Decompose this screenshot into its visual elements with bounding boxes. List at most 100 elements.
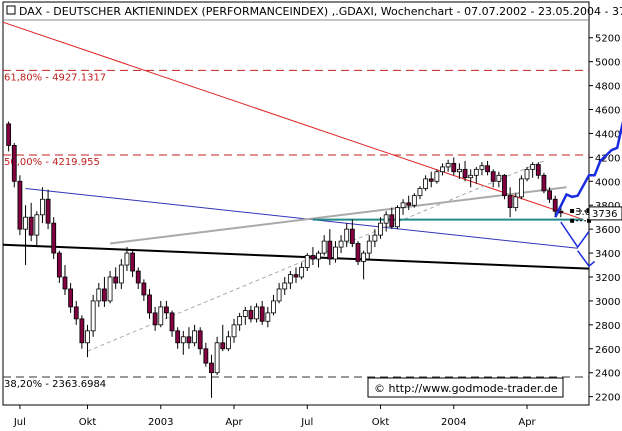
candle-body (355, 243, 361, 262)
fib-level-label: 61,80% - 4927.1317 (4, 72, 106, 83)
candle (304, 253, 310, 272)
x-tick-label: 2004 (441, 417, 466, 428)
candle (186, 327, 192, 349)
candle (344, 223, 350, 248)
candle (547, 187, 552, 203)
candle (175, 327, 181, 349)
candle-body (265, 312, 271, 322)
candle (118, 259, 124, 289)
candle (445, 159, 451, 172)
trendline-gray-dashed-uptrend (87, 160, 545, 352)
y-tick-label: 3000 (595, 297, 620, 308)
scenario-bearish-scenario-2 (577, 250, 596, 268)
candle-body (524, 168, 530, 180)
candle (231, 318, 237, 343)
candle-body (361, 252, 367, 262)
candle-body (321, 240, 327, 254)
candle-body (423, 178, 428, 189)
candle (310, 247, 316, 266)
candle (85, 324, 90, 358)
candle (225, 330, 231, 352)
candle (541, 172, 547, 194)
candle (479, 162, 485, 176)
candle (400, 199, 406, 215)
candle-body (225, 336, 231, 350)
candle (113, 267, 119, 289)
candle (473, 166, 479, 184)
candlesticks (6, 121, 564, 398)
candle (56, 250, 62, 283)
candle-body (209, 362, 214, 374)
candle-body (468, 174, 474, 179)
candle-body (34, 214, 40, 236)
y-tick-label: 2200 (595, 393, 620, 404)
candle (327, 229, 333, 266)
candle-body (259, 306, 265, 322)
x-tick-label: Okt (79, 417, 97, 428)
candle (406, 195, 412, 211)
candle-body (530, 164, 536, 170)
candle-body (17, 180, 23, 230)
candle-body (276, 288, 282, 302)
candle-body (169, 312, 175, 332)
candle-body (406, 202, 412, 206)
candle (287, 271, 293, 289)
candle (135, 267, 141, 289)
candle-body (248, 310, 254, 320)
candle-body (180, 336, 186, 344)
candle-body (473, 168, 479, 176)
plot-frame (2, 1, 590, 406)
candle (158, 300, 164, 328)
candle-body (287, 274, 293, 284)
candle-body (445, 162, 451, 168)
candle-body (118, 264, 124, 284)
candle (203, 342, 209, 367)
candle (248, 305, 254, 323)
candle-body (73, 306, 79, 320)
candle-body (130, 252, 135, 272)
candle-body (23, 216, 28, 230)
candle (28, 202, 34, 242)
candle (276, 282, 282, 304)
candle (434, 169, 440, 184)
candle-body (389, 214, 395, 228)
y-tick-label: 4600 (595, 106, 620, 117)
candle (141, 279, 147, 301)
candle-body (28, 216, 34, 236)
candle-body (107, 276, 113, 302)
candle (383, 211, 389, 232)
candle (90, 294, 96, 337)
candle (361, 250, 367, 280)
candle (293, 267, 299, 283)
candle (535, 162, 541, 179)
candle-body (310, 255, 316, 260)
candle-body (56, 252, 62, 278)
candle-body (96, 288, 102, 302)
candle-body (434, 171, 440, 182)
candle-body (299, 267, 305, 278)
fib-level-label: 50,00% - 4219.955 (4, 157, 100, 168)
candle-body (220, 342, 226, 350)
x-axis: Jul Okt 2003 Apr Jul Okt 2004 Apr (13, 405, 537, 428)
candle (321, 235, 327, 256)
trendline-gray-uptrend (109, 186, 567, 245)
last-value-label: 3736 (592, 209, 617, 220)
candle (428, 171, 434, 188)
candle (485, 160, 490, 176)
candle (411, 193, 417, 208)
y-axis: 2200240026002800300032003400360038004000… (589, 34, 620, 404)
candle (338, 235, 344, 254)
x-tick-label: Apr (225, 417, 243, 428)
y-tick-label: 3400 (595, 249, 620, 260)
fib-level-label: 38,20% - 2363.6984 (4, 379, 106, 390)
candle-body (462, 168, 468, 179)
candle (209, 354, 214, 398)
candle-body (344, 228, 350, 242)
candle (502, 174, 507, 200)
candle (220, 324, 226, 352)
candle (79, 315, 85, 349)
candle (282, 277, 288, 295)
candle-body (411, 195, 417, 206)
range-handle (570, 208, 575, 213)
candle (496, 171, 502, 188)
